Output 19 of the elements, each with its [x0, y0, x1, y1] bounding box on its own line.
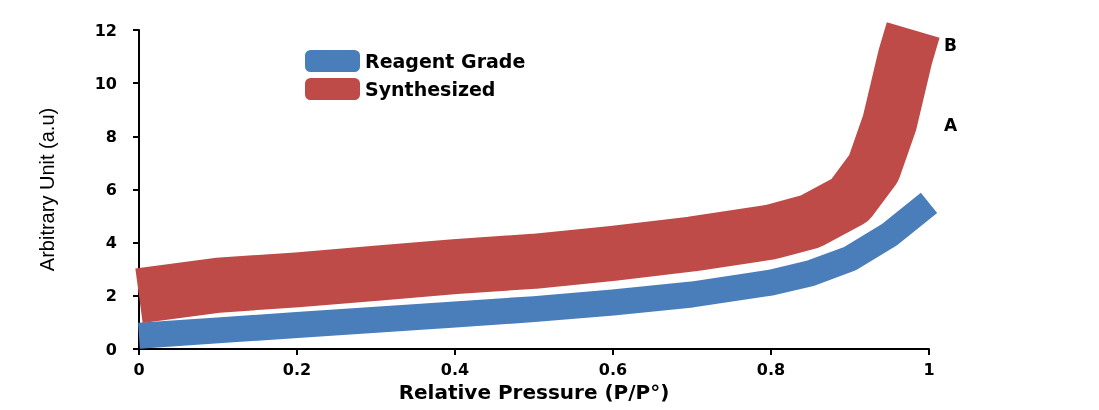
- y-tick-label: 8: [105, 126, 117, 146]
- y-tick-label: 2: [105, 286, 117, 306]
- y-tick-label: 0: [105, 339, 117, 359]
- x-tick-label: 0.8: [756, 359, 786, 379]
- y-tick-label: 12: [94, 20, 117, 40]
- text: B: [944, 34, 957, 55]
- x-tick-label: 0: [133, 359, 145, 379]
- x-tick-label: 0.6: [598, 359, 628, 379]
- x-tick-label: 0.2: [282, 359, 312, 379]
- y-tick-label: 10: [94, 73, 117, 93]
- y-tick-label: 4: [105, 233, 117, 253]
- text: A: [944, 114, 958, 135]
- x-tick-label: 0.4: [440, 359, 470, 379]
- legend-label: Reagent Grade: [365, 50, 526, 72]
- x-axis-title: Relative Pressure (P/P°): [398, 379, 670, 404]
- x-tick-label: 1: [923, 359, 935, 379]
- legend-label: Synthesized: [365, 78, 496, 100]
- y-axis-title: Arbitrary Unit (a.u): [36, 107, 58, 272]
- y-tick-label: 6: [105, 180, 117, 199]
